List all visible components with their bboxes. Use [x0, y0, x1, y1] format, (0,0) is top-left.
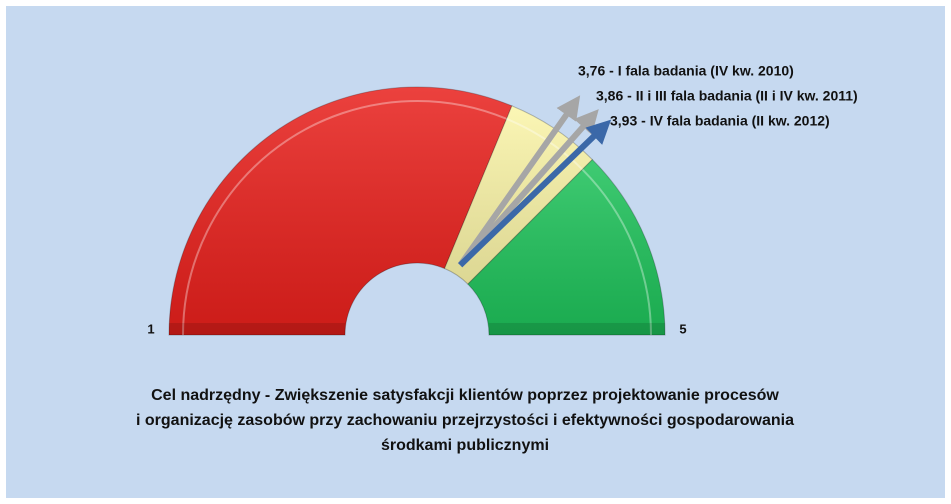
needle-label: 3,93 - IV fala badania (II kw. 2012)	[610, 113, 830, 129]
rim	[489, 323, 665, 335]
chart-title: środkami publicznymi	[381, 437, 549, 454]
band-bevel	[182, 100, 507, 336]
needle-label: 3,86 - II i III fala badania (II i IV kw…	[596, 88, 858, 104]
needle	[457, 95, 581, 267]
tick-label: 1	[147, 321, 154, 336]
tick-label: 5	[679, 321, 686, 336]
needle	[458, 119, 612, 268]
chart-title: i organizację zasobów przy zachowaniu pr…	[136, 412, 794, 429]
band-shade	[169, 87, 512, 335]
needle-label: 3,76 - I fala badania (IV kw. 2010)	[578, 63, 794, 79]
band-shade	[467, 159, 665, 335]
chart-title: Cel nadrzędny - Zwiększenie satysfakcji …	[151, 387, 779, 404]
rim	[169, 323, 345, 335]
band-bevel	[581, 168, 652, 336]
